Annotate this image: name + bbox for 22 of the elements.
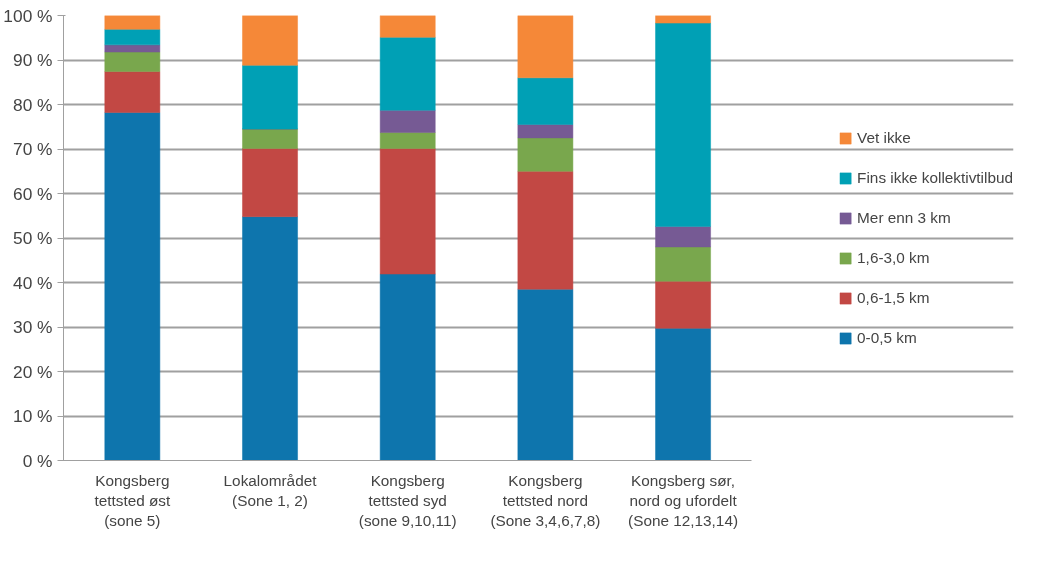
y-tick-label: 40 % bbox=[13, 272, 53, 293]
y-tick-label: 50 % bbox=[13, 228, 53, 248]
y-tick-label: 30 % bbox=[13, 317, 53, 337]
y-tick-label: 0 % bbox=[22, 450, 53, 471]
x-tick-label: Kongsberg tettsted øst (sone 5) bbox=[94, 471, 171, 530]
y-tick-label: 10 % bbox=[13, 406, 53, 426]
y-tick-label: 100 % bbox=[3, 5, 53, 26]
legend-label: Vet ikke bbox=[857, 128, 911, 147]
y-tick-label: 90 % bbox=[13, 50, 53, 70]
legend-label: 0,6-1,5 km bbox=[857, 288, 930, 307]
legend-label: 1,6-3,0 km bbox=[857, 248, 930, 267]
y-tick-label: 80 % bbox=[13, 94, 53, 115]
y-tick-label: 60 % bbox=[13, 183, 53, 204]
legend-label: Fins ikke kollektivtilbud bbox=[857, 168, 1013, 187]
legend-label: 0-0,5 km bbox=[857, 328, 917, 347]
y-tick-label: 70 % bbox=[13, 139, 53, 159]
y-tick-label: 20 % bbox=[13, 361, 53, 382]
x-tick-label: Kongsberg tettsted nord (Sone 3,4,6,7,8) bbox=[490, 471, 601, 530]
x-tick-label: Kongsberg tettsted syd (sone 9,10,11) bbox=[358, 471, 457, 530]
x-tick-label: Lokalområdet (Sone 1, 2) bbox=[223, 471, 318, 509]
x-tick-label: Kongsberg sør, nord og ufordelt (Sone 12,13,14) bbox=[628, 471, 739, 530]
legend-label: Mer enn 3 km bbox=[857, 208, 951, 227]
